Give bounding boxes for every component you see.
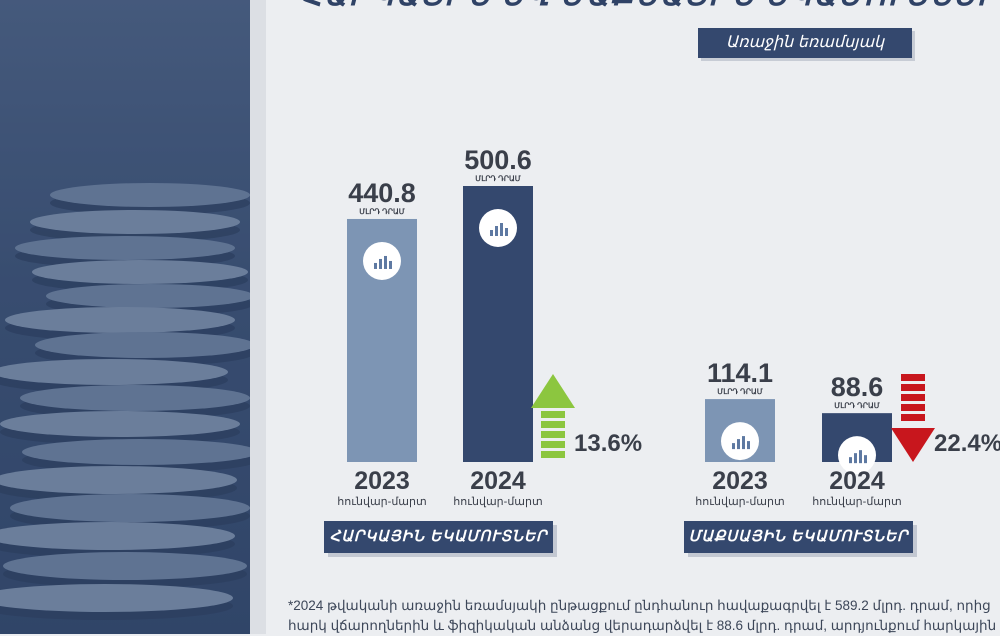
change-label-up: 13.6% — [574, 430, 642, 457]
badge-bar-glyph — [859, 450, 862, 464]
x-tick-label: 2024 — [829, 467, 885, 495]
coin — [32, 260, 248, 284]
coin — [0, 411, 240, 437]
coins-photo-panel — [0, 0, 250, 634]
coin — [30, 210, 240, 234]
coin — [0, 584, 233, 612]
badge-bar-glyph — [389, 260, 392, 269]
coin — [0, 522, 235, 550]
page-title: ՀԱՐԿԱՅԻՆ ԵՎ ՄԱՔՍԱՅԻՆ ԵԿԱՄՈՒՏՆԵՐ — [300, 0, 1000, 18]
photo-overlay — [0, 0, 250, 634]
arrow-down-icon — [891, 374, 935, 462]
coin — [15, 236, 235, 260]
coin — [10, 494, 250, 522]
footnote-line-2: հարկ վճարողներին և ֆիզիկական անձանց վերա… — [288, 618, 997, 633]
category-label-tax: ՀԱՐԿԱՅԻՆ ԵԿԱՄՈՒՏՆԵՐ — [324, 521, 553, 553]
unit-label: ՄԼՐԴ ԴՐԱՄ — [717, 387, 763, 396]
x-sublabel: հունվար-մարտ — [695, 496, 784, 508]
coin — [3, 552, 247, 580]
badge-bar-glyph — [495, 226, 498, 236]
badge-bar-glyph — [500, 223, 503, 236]
x-tick-label: 2023 — [354, 467, 410, 495]
unit-label: ՄԼՐԴ ԴՐԱՄ — [359, 207, 405, 216]
x-tick-label: 2023 — [712, 467, 768, 495]
badge-bar-glyph — [747, 441, 750, 450]
period-badge: Առաջին եռամսյակ — [698, 28, 912, 58]
divider-strip — [250, 0, 266, 634]
unit-label: ՄԼՐԴ ԴՐԱՄ — [475, 174, 521, 183]
value-label: 440.8 — [348, 178, 416, 208]
x-sublabel: հունվար-մարտ — [337, 496, 426, 508]
footnote-line-1: *2024 թվականի առաջին եռամսյակի ընթացքում… — [288, 598, 991, 613]
x-tick-label: 2024 — [470, 467, 526, 495]
unit-label: ՄԼՐԴ ԴՐԱՄ — [834, 401, 880, 410]
coin-stack-illustration — [0, 183, 250, 620]
value-label: 114.1 — [707, 358, 773, 388]
coin — [5, 307, 235, 333]
badge-bar-glyph — [732, 443, 735, 450]
coin — [0, 466, 237, 494]
badge-bar-glyph — [849, 457, 852, 464]
arrow-up-icon — [531, 374, 575, 458]
coin — [20, 385, 250, 411]
coin — [46, 284, 250, 308]
value-label: 500.6 — [464, 145, 532, 175]
badge-bar-glyph — [742, 436, 745, 450]
footnote: *2024 թվականի առաջին եռամսյակի ընթացքում… — [288, 596, 1000, 636]
badge-bar-glyph — [864, 455, 867, 464]
category-label-customs: ՄԱՔՍԱՅԻՆ ԵԿԱՄՈՒՏՆԵՐ — [684, 521, 913, 553]
badge-bar-glyph — [379, 258, 382, 269]
badge-bar-glyph — [854, 453, 857, 464]
badge-bar-glyph — [384, 255, 387, 269]
badge-bar-glyph — [505, 228, 508, 236]
badge-bar-glyph — [737, 439, 740, 450]
coin — [50, 183, 250, 207]
coin — [0, 359, 228, 385]
coin — [35, 332, 250, 358]
badge-bar-glyph — [374, 262, 377, 269]
coin — [22, 439, 250, 465]
x-sublabel: հունվար-մարտ — [453, 496, 542, 508]
x-sublabel: հունվար-մարտ — [812, 496, 901, 508]
value-label: 88.6 — [831, 372, 884, 402]
badge-bar-glyph — [490, 230, 493, 236]
change-label-down: 22.4% — [934, 430, 1000, 457]
